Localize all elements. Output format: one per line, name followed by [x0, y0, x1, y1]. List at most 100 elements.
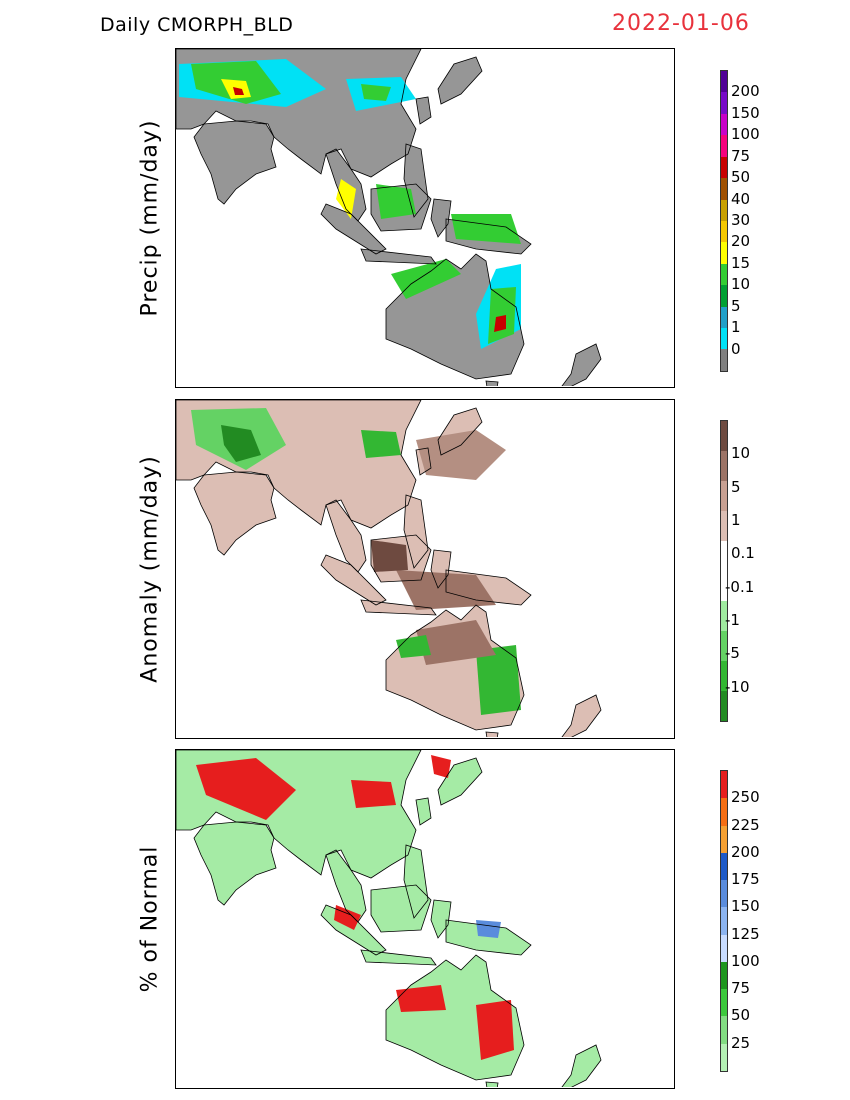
percent-colorbar-segment	[721, 852, 727, 881]
percent-colorbar-segment	[721, 989, 727, 1017]
precip-colorbar-segment	[721, 263, 727, 286]
percent-landmass-2	[326, 850, 366, 922]
percent-ylabel: % of Normal	[137, 845, 163, 993]
precip-rain-patch-4	[233, 87, 244, 95]
precip-coastline-3	[437, 56, 483, 105]
percent-landmass-13	[562, 1045, 601, 1087]
precip-coastline-10	[445, 218, 532, 255]
precip-coastline-4	[415, 96, 432, 125]
anomaly-colorbar-tick-label: -10	[725, 677, 750, 696]
anomaly-rain-patch-7	[371, 540, 408, 572]
anomaly-landmass-1	[194, 472, 276, 555]
precip-landmass-4	[416, 97, 431, 124]
percent-map	[175, 749, 675, 1089]
precip-rain-patch-10	[336, 179, 356, 219]
anomaly-coastline-11	[385, 604, 525, 731]
precip-landmass-3	[438, 57, 482, 104]
percent-coastline-5	[403, 844, 429, 919]
percent-coastline-9	[430, 899, 452, 939]
precip-rain-patch-9	[391, 259, 461, 299]
anomaly-coastline-5	[403, 494, 429, 569]
precip-coastline-0	[176, 49, 422, 178]
percent-colorbar-tick-label: 250	[731, 788, 760, 807]
percent-landmass-3	[438, 758, 482, 805]
anomaly-ylabel: Anomaly (mm/day)	[137, 455, 163, 683]
percent-rain-patch-3	[396, 985, 446, 1012]
precip-colorbar-segment	[721, 285, 727, 307]
precip-rain-patch-12	[451, 214, 521, 244]
percent-coastline-12	[485, 1081, 499, 1087]
precip-colorbar-segment	[721, 92, 727, 114]
precip-colorbar-tick-label: 100	[731, 125, 760, 144]
anomaly-coastline-1	[193, 471, 277, 556]
percent-rain-patch-0	[196, 758, 296, 820]
percent-colorbar-segment	[721, 961, 727, 990]
percent-colorbar-tick-label: 150	[731, 897, 760, 916]
anomaly-colorbar-tick-label: 5	[731, 477, 741, 496]
anomaly-colorbar-segment	[721, 691, 727, 721]
anomaly-colorbar-tick-label: 0.1	[731, 544, 755, 563]
precip-coastline-6	[320, 203, 387, 255]
anomaly-colorbar-segment	[721, 631, 727, 661]
percent-colorbar-tick-label: 200	[731, 842, 760, 861]
anomaly-rain-patch-3	[416, 430, 506, 480]
percent-colorbar-tick-label: 225	[731, 815, 760, 834]
percent-coastline-2	[325, 849, 367, 923]
precip-colorbar-tick-label: 50	[731, 168, 751, 187]
precip-colorbar-segment	[721, 349, 727, 371]
anomaly-colorbar-segment	[721, 661, 727, 691]
anomaly-colorbar-tick-label: -1	[725, 611, 740, 629]
anomaly-colorbar-segment	[721, 571, 727, 601]
anomaly-colorbar-segment	[721, 421, 727, 451]
precip-colorbar-tick-label: 0	[731, 339, 741, 358]
anomaly-coastline-2	[325, 499, 367, 573]
percent-coastline-8	[370, 884, 432, 933]
percent-landmass-7	[361, 950, 436, 965]
precip-rain-patch-11	[376, 184, 416, 219]
precip-colorbar-segment	[721, 199, 727, 221]
anomaly-colorbar-segment	[721, 511, 727, 541]
precip-colorbar-tick-label: 20	[731, 232, 751, 251]
precip-colorbar-segment	[721, 220, 727, 243]
percent-colorbar-tick-label: 100	[731, 951, 760, 970]
precip-rain-patch-8	[494, 315, 506, 332]
percent-colorbar-tick-label: 175	[731, 870, 760, 889]
anomaly-colorbar-segment	[721, 451, 727, 481]
precip-colorbar-segment	[721, 71, 727, 93]
precip-colorbar-tick-label: 10	[731, 275, 751, 294]
precip-colorbar-segment	[721, 306, 727, 329]
percent-landmass-4	[416, 798, 431, 825]
precip-colorbar-tick-label: 5	[731, 296, 741, 315]
percent-coastline-3	[437, 757, 483, 806]
anomaly-map	[175, 399, 675, 739]
percent-rain-patch-6	[431, 755, 451, 778]
precip-colorbar-segment	[721, 328, 727, 350]
product-title: Daily CMORPH_BLD	[100, 14, 294, 36]
percent-map-svg	[176, 750, 602, 1087]
anomaly-rain-patch-2	[361, 430, 401, 458]
precip-coastline-7	[360, 248, 437, 265]
precip-colorbar-tick-label: 75	[731, 146, 751, 165]
anomaly-colorbar	[720, 420, 728, 722]
precip-colorbar-tick-label: 1	[731, 318, 741, 337]
anomaly-colorbar-tick-label: -0.1	[725, 577, 755, 596]
anomaly-landmass-7	[361, 600, 436, 615]
percent-rain-patch-1	[351, 780, 396, 808]
percent-colorbar	[720, 770, 728, 1072]
percent-rain-patch-2	[476, 1000, 514, 1060]
percent-colorbar-segment	[721, 798, 727, 826]
percent-colorbar-tick-label: 25	[731, 1033, 751, 1052]
precip-coastline-12	[485, 380, 499, 386]
precip-colorbar-segment	[721, 178, 727, 200]
percent-landmass-9	[431, 900, 451, 938]
precip-landmass-13	[562, 344, 601, 386]
anomaly-colorbar-segment	[721, 601, 727, 631]
anomaly-colorbar-tick-label: -5	[725, 644, 740, 663]
anomaly-rain-patch-1	[221, 425, 261, 462]
percent-colorbar-segment	[721, 1043, 727, 1071]
precip-colorbar	[720, 70, 728, 372]
anomaly-coastline-9	[430, 549, 452, 589]
anomaly-coastline-3	[437, 407, 483, 456]
precip-landmass-9	[431, 199, 451, 237]
percent-landmass-10	[446, 920, 531, 955]
